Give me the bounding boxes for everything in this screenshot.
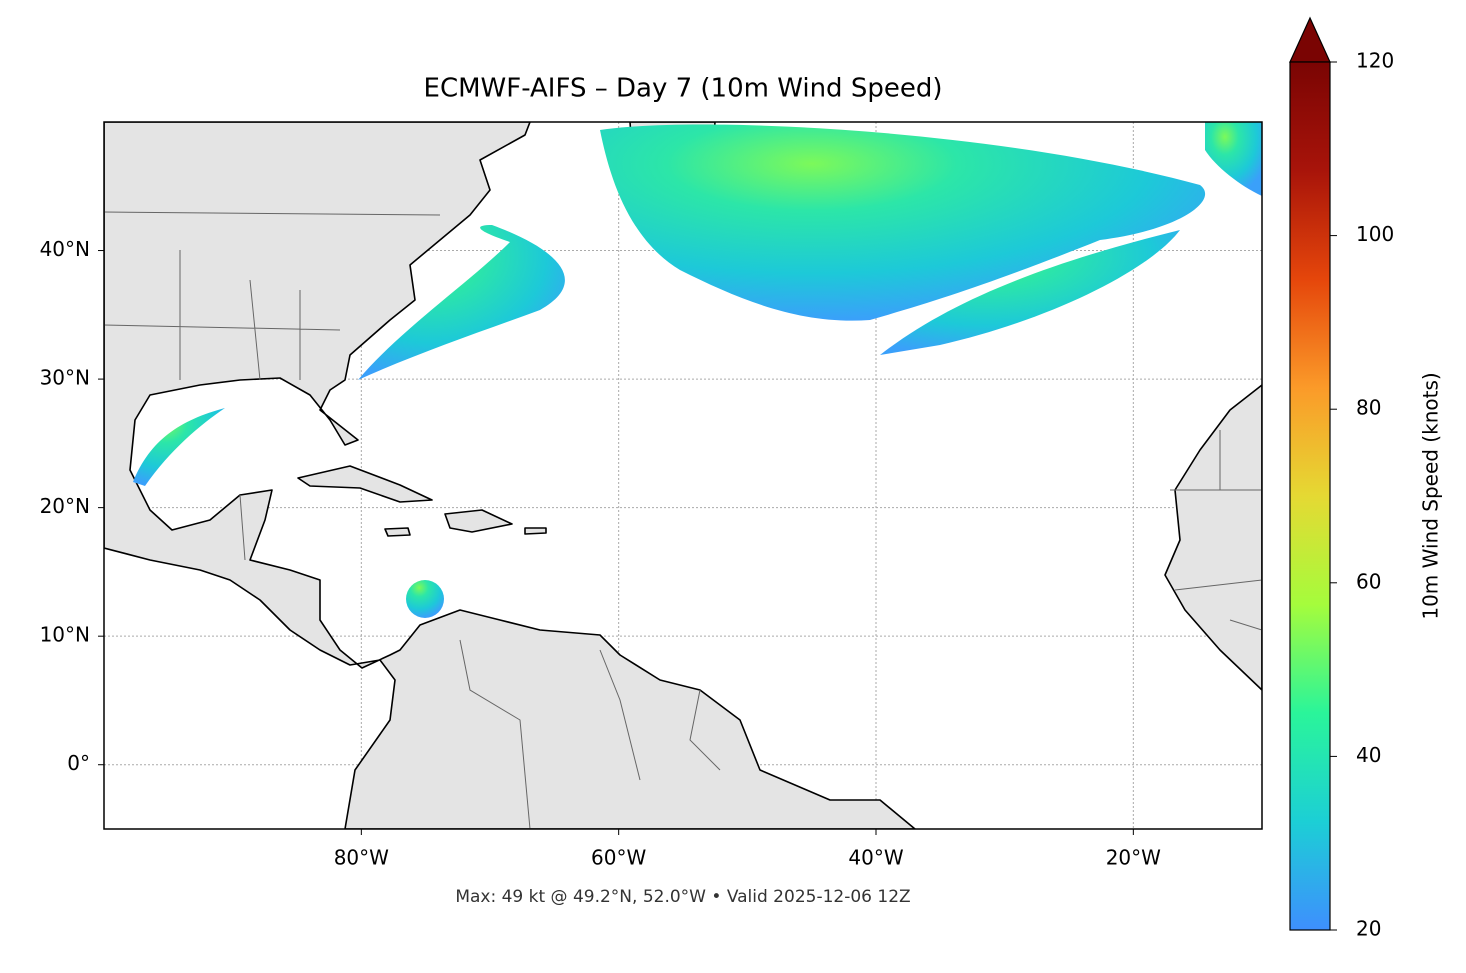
- y-tick-label: 40°N: [40, 237, 90, 261]
- hispaniola: [444, 509, 513, 533]
- y-tick-label: 0°: [67, 751, 90, 775]
- footer: Max: 49 kt @ 49.2°N, 52.0°W • Valid 2025…: [455, 887, 910, 907]
- jamaica: [384, 527, 411, 537]
- x-tick-label: 60°W: [591, 846, 646, 870]
- colorbar-tick-label: 20: [1356, 917, 1381, 941]
- map: [104, 122, 1262, 829]
- cuba: [297, 465, 433, 503]
- colorbar-tick-label: 80: [1356, 396, 1381, 420]
- map-frame: [103, 121, 1263, 830]
- colorbar-label: 10m Wind Speed (knots): [1419, 372, 1443, 619]
- borders: [104, 211, 721, 829]
- africa: [1164, 384, 1262, 691]
- y-tick-label: 20°N: [40, 494, 90, 518]
- y-tick-label: 30°N: [40, 366, 90, 390]
- colorbar-extend: [1289, 16, 1331, 63]
- puerto-rico: [524, 527, 547, 535]
- colorbar-tick-label: 120: [1356, 49, 1394, 73]
- wind-field: [406, 580, 444, 618]
- y-tick-label: 10°N: [40, 623, 90, 647]
- colorbar-tick-label: 40: [1356, 743, 1381, 767]
- wind-field: [600, 124, 1206, 321]
- africa-borders: [1170, 430, 1262, 631]
- colorbar: [1289, 61, 1331, 931]
- wind-field: [358, 225, 565, 380]
- x-tick-label: 20°W: [1106, 846, 1161, 870]
- chart-title: ECMWF-AIFS – Day 7 (10m Wind Speed): [424, 74, 943, 104]
- wind-field: [880, 230, 1180, 355]
- wind-field: [1205, 122, 1262, 196]
- wind-field: [133, 408, 225, 486]
- colorbar-tick-label: 100: [1356, 222, 1394, 246]
- americas: [104, 122, 916, 829]
- x-tick-label: 40°W: [848, 846, 903, 870]
- x-tick-label: 80°W: [334, 846, 389, 870]
- colorbar-tick-label: 60: [1356, 569, 1381, 593]
